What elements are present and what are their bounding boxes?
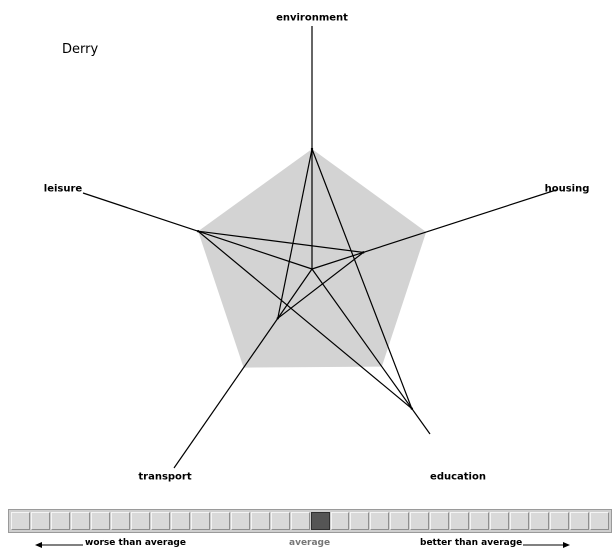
data-point-transport xyxy=(276,317,280,320)
chart-title: Derry xyxy=(62,42,99,57)
scale-cell xyxy=(410,512,430,530)
scale-cell xyxy=(30,512,50,530)
axis-line-transport xyxy=(173,268,313,469)
axis-label-transport: transport xyxy=(138,471,192,483)
scale-cell xyxy=(450,512,470,530)
scale-cell xyxy=(510,512,530,530)
axis-label-leisure: leisure xyxy=(43,183,83,195)
data-point-housing xyxy=(362,251,365,254)
scale-cell xyxy=(70,512,90,530)
right-arrow-icon xyxy=(523,542,570,548)
scale-cell xyxy=(190,512,210,530)
scale-cell xyxy=(470,512,490,530)
scale-cell xyxy=(370,512,390,530)
scale-cell xyxy=(290,512,310,530)
scale-cell xyxy=(170,512,190,530)
scale-cell xyxy=(530,512,550,530)
scale-cell xyxy=(570,512,590,530)
scale-cell xyxy=(110,512,130,530)
scale-cell xyxy=(50,512,70,530)
scale-cell xyxy=(11,512,30,530)
data-point-leisure xyxy=(196,230,200,233)
better-than-average-label: better than average xyxy=(420,538,523,548)
scale-cell xyxy=(90,512,110,530)
scale-cell xyxy=(430,512,450,530)
axis-line-education xyxy=(311,268,431,435)
worse-than-average-label: worse than average xyxy=(85,538,186,548)
scale-cell xyxy=(490,512,510,530)
scale-cell xyxy=(130,512,150,530)
axis-label-housing: housing xyxy=(544,183,590,195)
left-arrow-icon xyxy=(35,542,83,548)
scale-cell xyxy=(270,512,290,530)
axis-label-education: education xyxy=(430,471,486,483)
scale-cell-active xyxy=(310,512,330,530)
radar-chart xyxy=(82,26,557,469)
scale-cell xyxy=(350,512,370,530)
data-point-environment xyxy=(310,147,314,151)
scale-cell xyxy=(250,512,270,530)
scale-cell xyxy=(590,512,610,530)
data-point-education xyxy=(410,407,414,410)
scale-cell xyxy=(230,512,250,530)
scale-legend: worse than average average better than a… xyxy=(0,538,612,550)
series-line xyxy=(196,146,414,411)
axis-label-environment: environment xyxy=(276,12,348,24)
comparison-scale-bar xyxy=(8,509,612,533)
scale-cell xyxy=(330,512,350,530)
average-label: average xyxy=(289,538,331,548)
scale-cell xyxy=(390,512,410,530)
scale-cell xyxy=(150,512,170,530)
scale-cell xyxy=(550,512,570,530)
scale-cell xyxy=(210,512,230,530)
